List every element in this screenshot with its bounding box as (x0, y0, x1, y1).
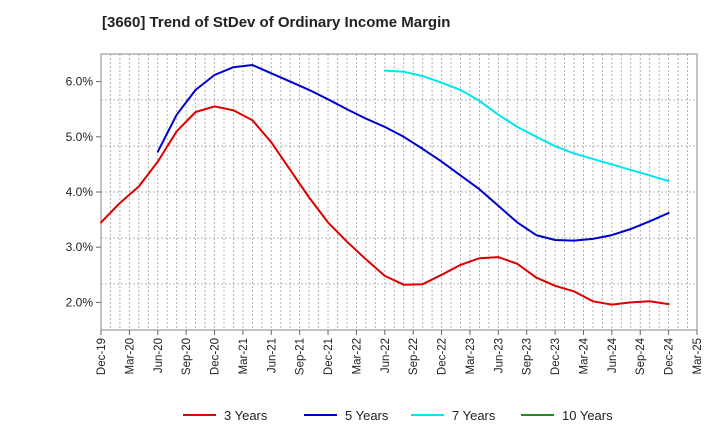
x-tick-label: Jun-21 (266, 338, 278, 373)
x-tick-label: Mar-20 (124, 338, 136, 374)
series-line-3-years (100, 105, 670, 306)
x-tick-label: Sep-24 (635, 337, 647, 375)
series (100, 64, 670, 306)
legend-label-3-years: 3 Years (224, 408, 268, 423)
x-tick-label: Sep-23 (522, 338, 534, 375)
x-tick-label: Sep-20 (181, 338, 193, 375)
y-tick-label: 5.0% (66, 130, 94, 144)
x-tick-label: Jun-23 (493, 338, 505, 373)
legend: 3 Years 5 Years 7 Years 10 Years (183, 408, 613, 423)
y-axis-ticks: 2.0% 3.0% 4.0% 5.0% 6.0% (66, 75, 101, 309)
chart-title: [3660] Trend of StDev of Ordinary Income… (102, 14, 451, 31)
y-tick-label: 2.0% (66, 295, 94, 309)
x-tick-label: Mar-23 (465, 338, 477, 374)
x-tick-label: Dec-22 (437, 338, 449, 375)
x-tick-label: Mar-24 (578, 337, 590, 374)
x-tick-label: Mar-21 (238, 338, 250, 374)
x-tick-label: Dec-24 (664, 337, 676, 375)
x-tick-label: Dec-21 (323, 338, 335, 375)
legend-label-5-years: 5 Years (345, 408, 389, 423)
x-tick-label: Sep-22 (408, 338, 420, 375)
series-line-7-years (383, 69, 670, 182)
x-tick-label: Dec-19 (96, 338, 108, 375)
legend-label-10-years: 10 Years (562, 408, 613, 423)
y-tick-label: 3.0% (66, 240, 94, 254)
x-tick-label: Jun-24 (607, 337, 619, 373)
x-tick-label: Jun-20 (153, 338, 165, 373)
x-tick-label: Sep-21 (295, 338, 307, 375)
x-tick-label: Dec-23 (550, 338, 562, 375)
grid (101, 54, 697, 330)
y-tick-label: 6.0% (66, 75, 94, 89)
legend-label-7-years: 7 Years (452, 408, 496, 423)
x-axis-ticks: Dec-19 Mar-20 Jun-20 Sep-20 Dec-20 Mar-21 Jun-… (96, 330, 704, 375)
y-tick-label: 4.0% (66, 185, 94, 199)
x-tick-label: Dec-20 (210, 338, 222, 375)
series-line-5-years (156, 64, 670, 242)
x-tick-label: Mar-22 (351, 338, 363, 374)
x-tick-label: Mar-25 (692, 338, 704, 374)
x-tick-label: Jun-22 (380, 338, 392, 373)
